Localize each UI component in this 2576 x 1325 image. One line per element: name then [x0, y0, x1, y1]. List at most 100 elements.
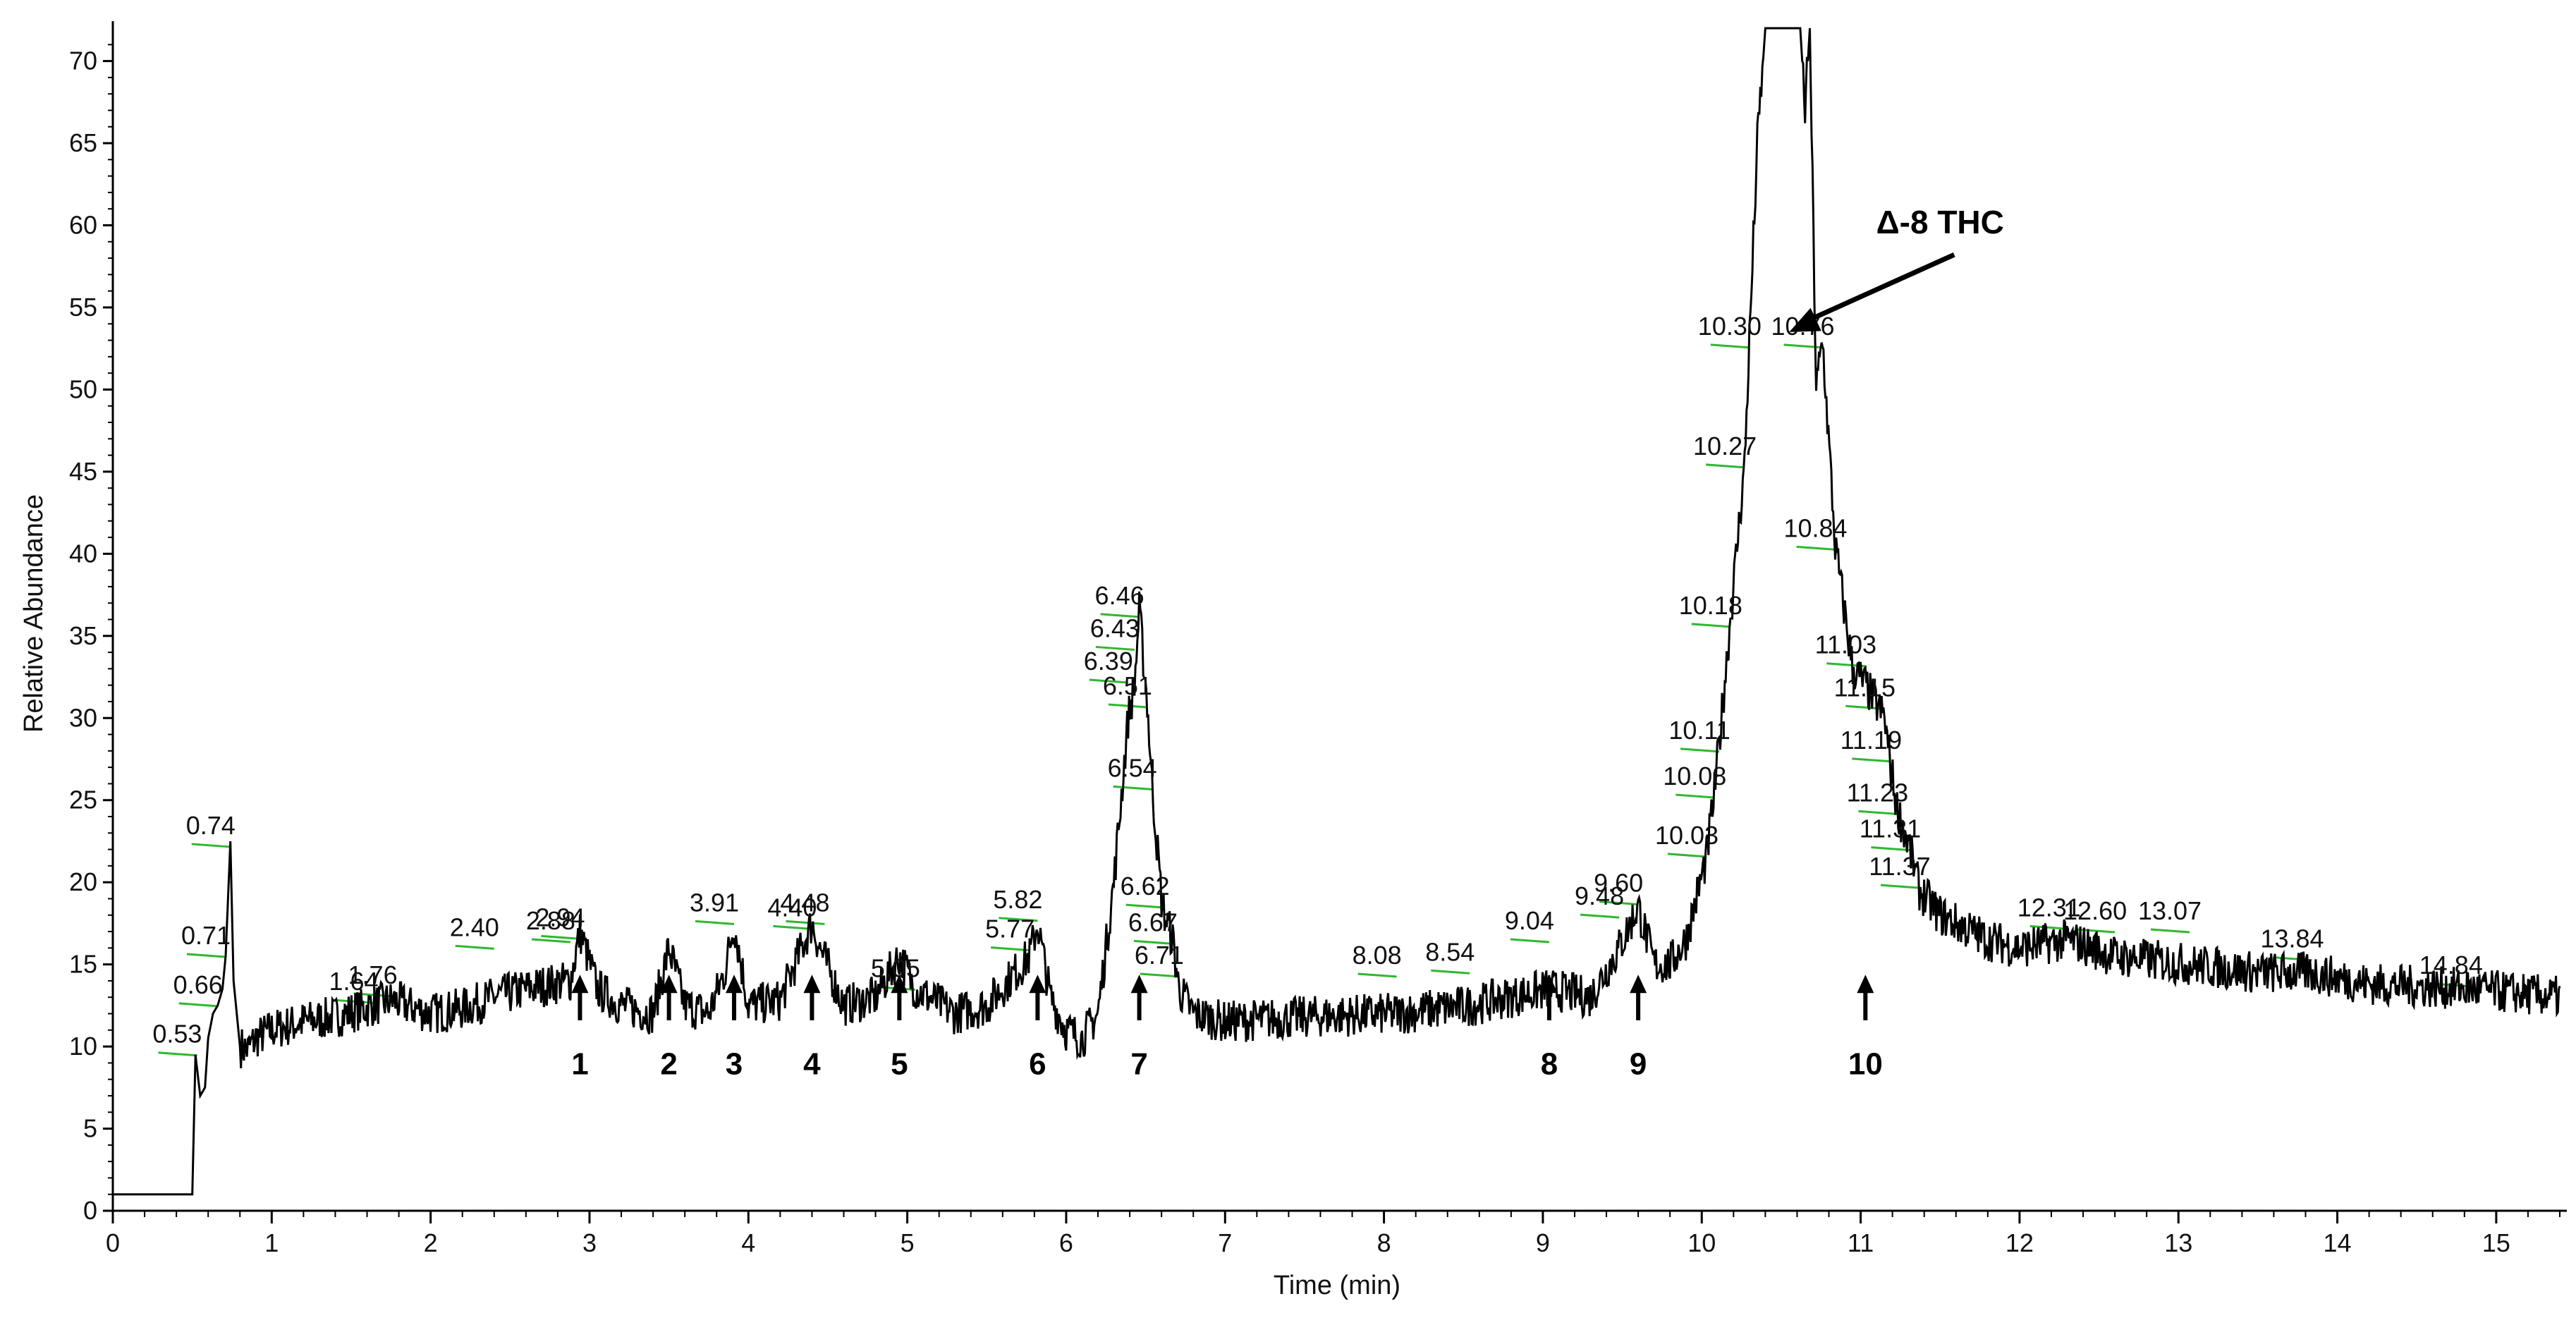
peak-label: 6.51 — [1103, 671, 1152, 700]
peak-label-marker — [191, 843, 231, 848]
peak-label: 4.48 — [780, 888, 829, 917]
y-tick-label: 65 — [69, 128, 97, 157]
peak-label: 6.39 — [1084, 647, 1133, 676]
x-tick-label: 3 — [582, 1228, 597, 1257]
peak-number-label: 8 — [1541, 1047, 1558, 1082]
peak-label: 6.71 — [1135, 941, 1184, 970]
peak-label: 11.03 — [1815, 630, 1876, 659]
peak-label-marker — [1510, 938, 1550, 944]
peak-label: 0.74 — [186, 811, 236, 840]
peak-label-marker — [1089, 678, 1128, 684]
peak-arrow-head — [1130, 975, 1148, 994]
peak-label-marker — [1431, 969, 1470, 975]
peak-label-marker — [991, 946, 1030, 952]
peak-arrow-head — [571, 975, 589, 994]
peak-label-marker — [1125, 903, 1165, 909]
peak-label: 11.23 — [1847, 778, 1908, 807]
x-tick-label: 7 — [1218, 1228, 1232, 1257]
peak-label: 6.46 — [1095, 581, 1144, 610]
peak-label-marker — [1675, 793, 1715, 799]
peak-number-label: 10 — [1848, 1047, 1883, 1082]
peak-label-marker — [2029, 924, 2069, 930]
peak-label: 5.82 — [993, 885, 1042, 914]
y-tick-label: 60 — [69, 211, 97, 240]
peak-number-label: 7 — [1130, 1047, 1147, 1082]
compound-annotation-label: Δ-8 THC — [1876, 204, 2004, 240]
peak-label-marker — [1580, 913, 1620, 919]
y-tick-label: 15 — [69, 950, 97, 979]
peak-number-label: 9 — [1630, 1047, 1647, 1082]
peak-label: 11.19 — [1841, 726, 1902, 755]
peak-label: 5.05 — [871, 954, 920, 983]
peak-label: 6.43 — [1090, 613, 1140, 642]
y-tick-label: 25 — [69, 786, 97, 814]
peak-number-label: 4 — [803, 1047, 821, 1082]
peak-label-marker — [1140, 972, 1180, 978]
peak-label: 12.60 — [2063, 896, 2127, 925]
x-tick-label: 2 — [424, 1228, 438, 1257]
peak-label-marker — [2075, 928, 2116, 934]
peak-label: 12.31 — [2018, 893, 2081, 922]
x-tick-label: 13 — [2164, 1228, 2192, 1257]
peak-number-label: 3 — [726, 1047, 743, 1082]
y-tick-label: 35 — [69, 621, 97, 650]
y-tick-label: 20 — [69, 867, 97, 896]
peak-arrow-head — [726, 975, 743, 994]
peak-label-marker — [1133, 939, 1173, 945]
peak-label-marker — [1691, 623, 1730, 628]
peak-label: 13.07 — [2138, 896, 2202, 925]
peak-label: 14.84 — [2419, 951, 2483, 979]
y-tick-label: 50 — [69, 374, 97, 403]
peak-label-marker — [541, 934, 580, 940]
peak-label: 1.76 — [348, 960, 398, 989]
peak-label-marker — [1796, 545, 1836, 551]
annotation-arrow-head — [1789, 307, 1821, 332]
y-tick-label: 10 — [69, 1032, 97, 1061]
peak-labels: 0.53 0.66 0.71 0.74 1.641.76 2.40 2.882.94 3.91… — [152, 312, 2482, 1049]
peak-arrow-head — [891, 975, 908, 994]
peak-label: 9.48 — [1575, 881, 1624, 910]
peak-label: 13.84 — [2260, 924, 2324, 953]
peak-label: 10.84 — [1783, 513, 1847, 542]
peak-label: 11.31 — [1860, 814, 1921, 843]
peak-arrow-head — [1029, 975, 1046, 994]
peak-label-marker — [178, 1002, 218, 1008]
y-tick-label: 45 — [69, 457, 97, 486]
peak-label: 10.08 — [1663, 762, 1726, 790]
peak-label: 5.77 — [985, 915, 1034, 944]
x-tick-label: 8 — [1377, 1228, 1391, 1257]
y-tick-label: 55 — [69, 293, 97, 322]
plot-area: 0 1 2 3 4 5 6 7 8 9 10 11 12 13 14 15051015202530354045… — [69, 21, 2567, 1257]
annotation-arrow-shaft — [1809, 252, 1955, 322]
peak-label-marker — [786, 920, 825, 925]
peak-label: 6.67 — [1128, 908, 1178, 936]
peak-label-marker — [773, 924, 812, 930]
peak-arrow-head — [1857, 975, 1874, 994]
x-tick-label: 10 — [1687, 1228, 1716, 1257]
peak-label-marker — [999, 917, 1038, 922]
peak-label-marker — [1095, 645, 1135, 651]
peak-label: 6.54 — [1108, 753, 1157, 782]
peak-label: 2.94 — [535, 903, 585, 932]
y-tick-label: 70 — [69, 47, 97, 75]
peak-label: 1.64 — [329, 967, 378, 996]
peak-label-marker — [1871, 846, 1910, 852]
peak-label: 0.66 — [173, 970, 223, 999]
y-tick-label: 0 — [83, 1196, 97, 1225]
peak-label: 2.40 — [450, 912, 499, 941]
peak-label-markers — [158, 343, 2471, 1057]
peak-label-marker — [531, 938, 571, 944]
numbered-peak-arrows: 1 2 3 4 5 6 7 8 9 10 — [571, 975, 1883, 1082]
peak-label: 11.37 — [1869, 852, 1930, 881]
peak-label: 6.62 — [1121, 872, 1170, 900]
peak-number-label: 5 — [891, 1047, 908, 1082]
peak-label: 4.40 — [767, 893, 817, 922]
x-tick-label: 1 — [264, 1228, 279, 1257]
peak-label: 10.30 — [1698, 312, 1762, 341]
peak-label: 9.60 — [1594, 868, 1643, 897]
peak-label-marker — [158, 1051, 197, 1057]
y-axis-title: Relative Abundance — [19, 494, 49, 733]
peak-label: 11.15 — [1834, 673, 1896, 702]
